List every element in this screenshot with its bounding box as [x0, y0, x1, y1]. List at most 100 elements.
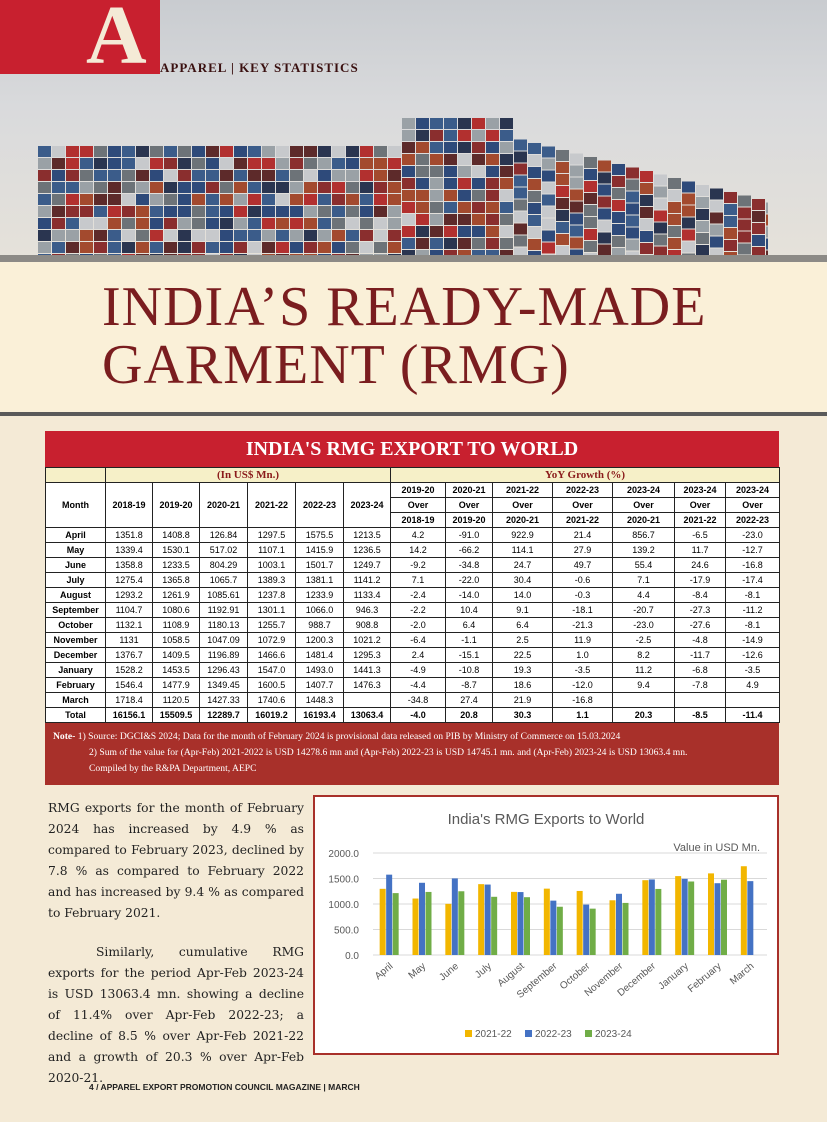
table-corner [45, 467, 106, 483]
value-cell: 1365.8 [152, 572, 200, 588]
growth-column-header-bot: 2020-21 [612, 512, 676, 528]
growth-column-header-bot: 2021-22 [552, 512, 614, 528]
growth-cell: -12.6 [725, 647, 781, 663]
value-cell: 1296.43 [199, 662, 248, 678]
growth-cell: 30.3 [492, 707, 554, 723]
y-tick-label: 1000.0 [328, 900, 359, 911]
growth-column-header-mid: Over [390, 497, 447, 513]
value-cell: 1295.3 [342, 647, 392, 663]
bar-2022-23 [517, 892, 524, 955]
growth-group-header: YoY Growth (%) [390, 467, 781, 483]
growth-cell: -34.8 [445, 557, 494, 573]
value-cell: 1351.8 [105, 527, 153, 543]
value-cell: 1441.3 [342, 662, 392, 678]
growth-cell: 27.4 [445, 692, 494, 708]
growth-cell: 21.4 [552, 527, 614, 543]
growth-cell: 9.4 [612, 677, 676, 693]
value-cell: 1066.0 [295, 602, 344, 618]
growth-cell: -8.1 [725, 587, 781, 603]
growth-column-header-mid: Over [492, 497, 554, 513]
value-cell: 1047.09 [199, 632, 248, 648]
x-tick-label: July [473, 961, 494, 981]
value-cell: 15509.5 [152, 707, 200, 723]
bar-2021-22 [576, 890, 583, 955]
growth-cell: 9.1 [492, 602, 554, 618]
value-cell: 1072.9 [247, 632, 296, 648]
growth-cell: -4.9 [390, 662, 447, 678]
month-cell: March [45, 692, 106, 708]
growth-column-header-bot: 2022-23 [725, 512, 781, 528]
value-cell: 1107.1 [247, 542, 296, 558]
growth-column-header-top: 2023-24 [612, 482, 676, 498]
growth-cell: -12.7 [725, 542, 781, 558]
value-cell: 1453.5 [152, 662, 200, 678]
table-row: June 1358.8 1233.5 804.29 1003.1 1501.7 1249.7… [45, 557, 781, 573]
value-cell: 13063.4 [342, 707, 392, 723]
value-cell: 946.3 [342, 602, 392, 618]
growth-cell: 11.2 [612, 662, 676, 678]
value-cell: 1528.2 [105, 662, 153, 678]
legend-label: 2021-22 [475, 1029, 512, 1040]
growth-cell: 49.7 [552, 557, 614, 573]
table-row: July 1275.4 1365.8 1065.7 1389.3 1381.1 1141.2… [45, 572, 781, 588]
value-cell: 1080.6 [152, 602, 200, 618]
growth-cell: -10.8 [445, 662, 494, 678]
growth-cell: -6.8 [674, 662, 727, 678]
growth-column-header-top: 2022-23 [552, 482, 614, 498]
growth-cell: 8.2 [612, 647, 676, 663]
value-cell: 1466.6 [247, 647, 296, 663]
month-cell: December [45, 647, 106, 663]
growth-cell: -23.0 [612, 617, 676, 633]
value-cell: 804.29 [199, 557, 248, 573]
note-source: 1) Source: DGCI&S 2024; Data for the mon… [75, 731, 621, 742]
bar-2022-23 [616, 893, 622, 955]
growth-cell: -6.5 [674, 527, 727, 543]
growth-cell: 20.8 [445, 707, 494, 723]
value-cell: 1409.5 [152, 647, 200, 663]
bar-2023-24 [589, 908, 596, 955]
month-cell: May [45, 542, 106, 558]
value-group-header: (In US$ Mn.) [104, 467, 392, 483]
growth-column-header-mid: Over [552, 497, 614, 513]
growth-cell: -2.0 [390, 617, 447, 633]
value-cell: 1133.4 [342, 587, 392, 603]
section-label: APPAREL | KEY STATISTICS [160, 60, 359, 75]
bar-2021-22 [675, 876, 682, 955]
value-cell: 1376.7 [105, 647, 153, 663]
chart-title: India's RMG Exports to World [448, 811, 645, 828]
value-cell: 1021.2 [342, 632, 392, 648]
bar-2022-23 [451, 878, 458, 955]
value-cell: 1476.3 [342, 677, 392, 693]
bar-2021-22 [379, 888, 386, 955]
value-cell: 1427.33 [199, 692, 248, 708]
value-cell: 1301.1 [247, 602, 296, 618]
growth-cell: 6.4 [492, 617, 554, 633]
growth-column-header-top: 2019-20 [390, 482, 447, 498]
value-cell: 1200.3 [295, 632, 344, 648]
x-tick-label: April [373, 961, 395, 982]
value-cell: 1358.8 [105, 557, 153, 573]
growth-cell: -8.4 [674, 587, 727, 603]
table-row: March 1718.4 1120.5 1427.33 1740.6 1448.3 -34.… [45, 692, 781, 708]
bar-2021-22 [511, 891, 517, 955]
growth-cell: 27.9 [552, 542, 614, 558]
note-sum: 2) Sum of the value for (Apr-Feb) 2021-2… [89, 747, 688, 758]
growth-cell: -34.8 [390, 692, 447, 708]
value-cell: 1085.61 [199, 587, 248, 603]
value-cell: 1718.4 [105, 692, 153, 708]
growth-cell: -11.2 [725, 602, 781, 618]
brand-logo-letter: A [86, 0, 147, 82]
year-column-header: 2018-19 [105, 482, 153, 528]
value-cell: 1448.3 [295, 692, 344, 708]
paragraph-february: RMG exports for the month of February 20… [48, 801, 304, 920]
growth-column-header-mid: Over [674, 497, 727, 513]
value-cell: 1180.13 [199, 617, 248, 633]
bar-2022-23 [747, 881, 754, 955]
growth-cell [612, 692, 676, 708]
value-cell: 1132.1 [105, 617, 153, 633]
container-ship-illustration [38, 118, 768, 265]
growth-cell: 4.4 [612, 587, 676, 603]
value-cell: 126.84 [199, 527, 248, 543]
article-body: RMG exports for the month of February 20… [48, 798, 304, 1107]
table-row: December 1376.7 1409.5 1196.89 1466.6 1481.4 1… [45, 647, 781, 663]
